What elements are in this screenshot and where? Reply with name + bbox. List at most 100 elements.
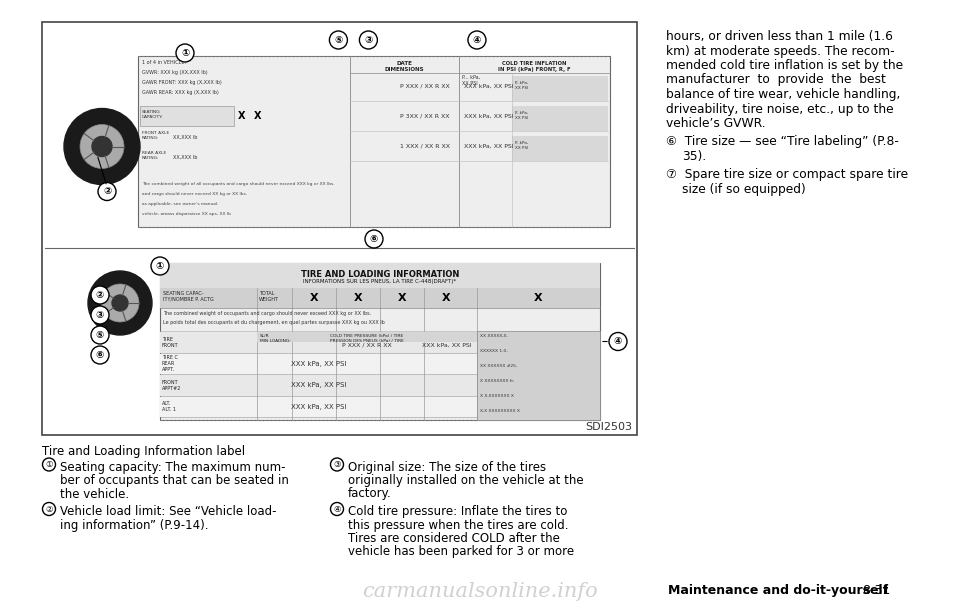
Circle shape bbox=[91, 326, 109, 344]
Text: P 3XX / XX R XX: P 3XX / XX R XX bbox=[399, 114, 449, 119]
Text: TIRE
FRONT: TIRE FRONT bbox=[162, 337, 179, 348]
Text: ②: ② bbox=[96, 290, 104, 300]
Text: XXX kPa, XX PSI: XXX kPa, XX PSI bbox=[464, 144, 514, 148]
Circle shape bbox=[42, 502, 56, 516]
Text: factory.: factory. bbox=[348, 488, 392, 500]
Text: Maintenance and do-it-yourself: Maintenance and do-it-yourself bbox=[668, 584, 888, 597]
Circle shape bbox=[42, 458, 56, 471]
Circle shape bbox=[176, 44, 194, 62]
Text: vehicle’s GVWR.: vehicle’s GVWR. bbox=[666, 117, 766, 130]
Text: Cold tire pressure: Inflate the tires to: Cold tire pressure: Inflate the tires to bbox=[348, 505, 567, 518]
Text: X X-XXXXXXX X: X X-XXXXXXX X bbox=[480, 394, 514, 398]
Text: Tires are considered COLD after the: Tires are considered COLD after the bbox=[348, 532, 560, 545]
Circle shape bbox=[151, 257, 169, 275]
Text: X XXXXXXXX fr-: X XXXXXXXX fr- bbox=[480, 379, 515, 383]
Text: ③: ③ bbox=[96, 310, 104, 320]
Bar bbox=[160, 375, 477, 395]
Text: The combined weight of all occupants and cargo should never exceed XXX kg or XX : The combined weight of all occupants and… bbox=[142, 182, 335, 186]
Circle shape bbox=[92, 136, 112, 156]
Text: ①: ① bbox=[180, 48, 189, 58]
Text: vehicle has been parked for 3 or more: vehicle has been parked for 3 or more bbox=[348, 546, 574, 558]
Circle shape bbox=[91, 346, 109, 364]
Bar bbox=[160, 354, 477, 374]
Text: ④: ④ bbox=[473, 35, 481, 45]
Text: INFORMATIONS SUR LES PNEUS, LA TIRE C-448(DRAFT)*: INFORMATIONS SUR LES PNEUS, LA TIRE C-44… bbox=[303, 279, 457, 284]
Text: X: X bbox=[397, 293, 406, 303]
Text: Vehicle load limit: See “Vehicle load-: Vehicle load limit: See “Vehicle load- bbox=[60, 505, 276, 518]
Text: manufacturer  to  provide  the  best: manufacturer to provide the best bbox=[666, 73, 886, 87]
Bar bbox=[512, 76, 608, 101]
Text: the vehicle.: the vehicle. bbox=[60, 488, 130, 500]
Text: P XXX / XX R XX: P XXX / XX R XX bbox=[399, 84, 449, 89]
Text: ber of occupants that can be seated in: ber of occupants that can be seated in bbox=[60, 474, 289, 487]
Text: X: X bbox=[442, 293, 450, 303]
Text: XX XXXXX-X-: XX XXXXX-X- bbox=[480, 334, 508, 338]
Text: and cargo should never exceed XX kg or XX lbs.: and cargo should never exceed XX kg or X… bbox=[142, 192, 247, 196]
Text: XX,XXX lb: XX,XXX lb bbox=[173, 155, 198, 159]
Text: carmanualsonline.info: carmanualsonline.info bbox=[362, 582, 598, 601]
Text: XX XXXXXX #25-: XX XXXXXX #25- bbox=[480, 364, 517, 368]
Text: size (if so equipped): size (if so equipped) bbox=[682, 183, 805, 196]
Text: P... kPa,
XX PSI: P... kPa, XX PSI bbox=[462, 75, 480, 86]
Text: Original size: The size of the tires: Original size: The size of the tires bbox=[348, 461, 546, 474]
Text: XXX kPa, XX PSI: XXX kPa, XX PSI bbox=[464, 84, 514, 89]
Text: ⑥: ⑥ bbox=[370, 234, 378, 244]
Text: ③: ③ bbox=[333, 460, 341, 469]
Circle shape bbox=[88, 271, 152, 335]
Text: The combined weight of occupants and cargo should never exceed XXX kg or XX lbs.: The combined weight of occupants and car… bbox=[163, 311, 372, 316]
Text: P...kPa,
XX PSI: P...kPa, XX PSI bbox=[515, 81, 529, 90]
Text: Le poids total des occupants et du chargement, en quel partes surpasse XXX kg ou: Le poids total des occupants et du charg… bbox=[163, 320, 385, 325]
Bar bbox=[160, 332, 477, 353]
Text: XXX kPa, XX PSI: XXX kPa, XX PSI bbox=[464, 114, 514, 119]
Bar bbox=[160, 288, 600, 308]
Text: XXX kPa, XX PSI: XXX kPa, XX PSI bbox=[291, 382, 347, 388]
Bar bbox=[42, 22, 637, 435]
Text: Tire and Loading Information label: Tire and Loading Information label bbox=[42, 445, 245, 458]
Text: ing information” (P.9-14).: ing information” (P.9-14). bbox=[60, 519, 208, 532]
Bar bbox=[138, 56, 610, 227]
Text: ①: ① bbox=[45, 460, 53, 469]
Text: ③: ③ bbox=[364, 35, 372, 45]
Bar bbox=[160, 263, 600, 420]
Text: ④: ④ bbox=[333, 505, 341, 513]
Text: originally installed on the vehicle at the: originally installed on the vehicle at t… bbox=[348, 474, 584, 487]
Bar bbox=[140, 106, 234, 126]
Circle shape bbox=[112, 295, 128, 311]
Circle shape bbox=[365, 230, 383, 248]
Text: ALT.
ALT. 1: ALT. ALT. 1 bbox=[162, 401, 176, 412]
Text: XXXXXX 1.0-: XXXXXX 1.0- bbox=[480, 349, 508, 353]
Text: SEATING
CAPACITY:: SEATING CAPACITY: bbox=[142, 110, 163, 119]
Text: XXX kPa, XX PSI: XXX kPa, XX PSI bbox=[291, 360, 347, 367]
Bar bbox=[477, 331, 600, 420]
Text: GAWR FRONT: XXX kg (X,XXX lb): GAWR FRONT: XXX kg (X,XXX lb) bbox=[142, 80, 222, 85]
Text: DATE
DIMENSIONS: DATE DIMENSIONS bbox=[385, 61, 424, 72]
Bar bbox=[512, 136, 608, 161]
Text: TIRE AND LOADING INFORMATION: TIRE AND LOADING INFORMATION bbox=[300, 270, 459, 279]
Bar bbox=[512, 106, 608, 131]
Text: X: X bbox=[253, 111, 261, 121]
Text: ⑦  Spare tire size or compact spare tire: ⑦ Spare tire size or compact spare tire bbox=[666, 168, 908, 181]
Circle shape bbox=[64, 109, 140, 185]
Text: ②: ② bbox=[103, 186, 111, 197]
Text: hours, or driven less than 1 mile (1.6: hours, or driven less than 1 mile (1.6 bbox=[666, 30, 893, 43]
Text: REAR AXLE
RATING:: REAR AXLE RATING: bbox=[142, 151, 166, 159]
Circle shape bbox=[468, 31, 486, 49]
Circle shape bbox=[80, 125, 124, 169]
Text: COLD TIRE PRESSURE (kPa) / TIRE
PRESSION DES PNEUS (kPa) / TIRE: COLD TIRE PRESSURE (kPa) / TIRE PRESSION… bbox=[330, 334, 404, 343]
Text: P...kPa,
XX PSI: P...kPa, XX PSI bbox=[515, 111, 529, 120]
Text: FRONT AXLE
RATING:: FRONT AXLE RATING: bbox=[142, 131, 169, 139]
Text: driveability, tire noise, etc., up to the: driveability, tire noise, etc., up to th… bbox=[666, 103, 894, 115]
Text: GAWR REAR: XXX kg (X,XXX lb): GAWR REAR: XXX kg (X,XXX lb) bbox=[142, 90, 219, 95]
Text: GVWR: XXX kg (XX,XXX lb): GVWR: XXX kg (XX,XXX lb) bbox=[142, 70, 207, 75]
Text: XX,XXX lb: XX,XXX lb bbox=[173, 134, 198, 139]
Circle shape bbox=[98, 183, 116, 200]
Text: ⑤: ⑤ bbox=[334, 35, 343, 45]
Text: X: X bbox=[238, 111, 245, 121]
Text: balance of tire wear, vehicle handling,: balance of tire wear, vehicle handling, bbox=[666, 88, 900, 101]
Text: this pressure when the tires are cold.: this pressure when the tires are cold. bbox=[348, 519, 568, 532]
Bar bbox=[257, 332, 477, 342]
Text: X: X bbox=[534, 293, 542, 303]
Text: XXX kPa, XX PSI: XXX kPa, XX PSI bbox=[291, 404, 347, 410]
Circle shape bbox=[329, 31, 348, 49]
Text: ②: ② bbox=[45, 505, 53, 513]
